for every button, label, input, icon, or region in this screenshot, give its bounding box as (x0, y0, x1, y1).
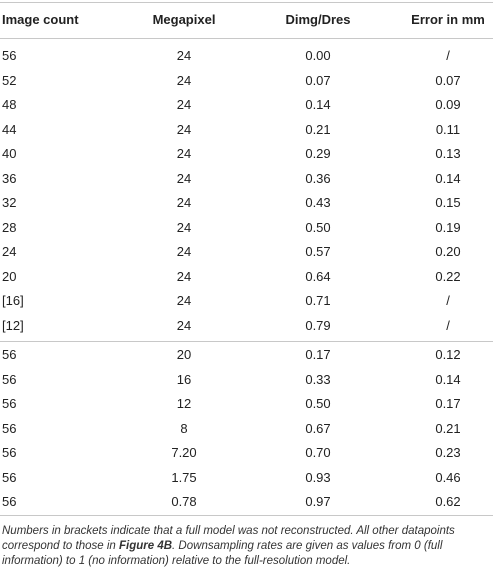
footnote: Numbers in brackets indicate that a full… (2, 524, 492, 569)
table-cell: 0.78 (171, 494, 197, 509)
rule (0, 515, 493, 516)
table-cell: 24 (176, 244, 192, 259)
table-cell: 0.79 (305, 317, 331, 333)
table-cell: 0.64 (305, 268, 331, 284)
footnote-text: . Downsampling rates are given as values… (2, 540, 443, 567)
table-cell: 12 (176, 396, 192, 411)
table-cell: 44 (2, 121, 17, 137)
table-cell: 0.46 (435, 469, 461, 485)
table-cell: 24 (176, 219, 192, 235)
table-cell: 0.14 (435, 170, 461, 186)
table-cell: 56 (2, 494, 17, 509)
table-cell: 0.14 (435, 371, 461, 387)
rule (0, 2, 493, 3)
table-cell: 32 (2, 195, 17, 210)
table-cell: 0.07 (435, 72, 461, 88)
table-cell: 24 (2, 244, 17, 259)
table-cell: 0.71 (305, 293, 331, 308)
table-cell: 0.29 (305, 146, 331, 161)
table-cell: 0.43 (305, 195, 331, 210)
table-cell: 24 (176, 195, 192, 210)
table-cell: 0.13 (435, 146, 461, 161)
table-cell: 8 (180, 420, 188, 436)
table-cell: 0.12 (435, 347, 461, 362)
table-cell: 28 (2, 219, 17, 235)
table-cell: 0.33 (305, 371, 331, 387)
footnote-text: Numbers in brackets indicate that a full… (2, 525, 455, 552)
table-cell: 56 (2, 48, 17, 63)
table-cell: 0.70 (305, 445, 331, 460)
table-cell: 48 (2, 97, 17, 112)
table-cell: 16 (176, 371, 192, 387)
table-cell: 20 (176, 347, 192, 362)
table-cell: 36 (2, 170, 17, 186)
table-cell: 0.17 (305, 347, 331, 362)
footnote-ref: Figure 4B (119, 540, 173, 552)
table-cell: 20 (2, 268, 17, 284)
table-cell: 0.21 (435, 420, 461, 436)
table-cell: 24 (176, 97, 192, 112)
header-cell: Megapixel (152, 12, 216, 27)
table-cell: [12] (2, 317, 24, 333)
table-cell: / (446, 48, 450, 63)
table-cell: 0.57 (305, 244, 331, 259)
table-cell: 52 (2, 72, 17, 88)
table-cell: 0.17 (435, 396, 461, 411)
table-cell: 24 (176, 317, 192, 333)
rule (0, 38, 493, 39)
table-cell: 0.19 (435, 219, 461, 235)
table-cell: 0.00 (305, 48, 331, 63)
table-cell: 0.62 (435, 494, 461, 509)
table-cell: 56 (2, 469, 17, 485)
table-cell: 56 (2, 420, 17, 436)
header-cell: Image count (2, 12, 79, 27)
table-cell: 0.50 (305, 396, 331, 411)
table-cell: 56 (2, 396, 17, 411)
table-cell: 0.50 (305, 219, 331, 235)
table-cell: 24 (176, 146, 192, 161)
table-cell: 0.22 (435, 268, 461, 284)
table-cell: 56 (2, 347, 17, 362)
table-cell: [16] (2, 293, 24, 308)
table-cell: 1.75 (171, 469, 197, 485)
table-cell: 24 (176, 72, 192, 88)
table-cell: 24 (176, 170, 192, 186)
table-cell: 0.23 (435, 445, 461, 460)
table-cell: 24 (176, 268, 192, 284)
table-cell: 0.97 (305, 494, 331, 509)
table-cell: 0.93 (305, 469, 331, 485)
table-cell: 0.15 (435, 195, 461, 210)
table-cell: 0.07 (305, 72, 331, 88)
table-cell: / (446, 317, 450, 333)
table-cell: 0.67 (305, 420, 331, 436)
table-cell: 40 (2, 146, 17, 161)
table-cell: 24 (176, 48, 192, 63)
table-cell: 24 (176, 121, 192, 137)
table-cell: 24 (176, 293, 192, 308)
table-cell: 0.14 (305, 97, 331, 112)
header-cell: Dimg/Dres (285, 12, 351, 27)
table-cell: 0.09 (435, 97, 461, 112)
table-cell: 0.21 (305, 121, 331, 137)
table-cell: 0.20 (435, 244, 461, 259)
header-cell: Error in mm (411, 12, 485, 27)
rule (0, 341, 493, 342)
table-cell: / (446, 293, 450, 308)
table-cell: 7.20 (171, 445, 197, 460)
table-cell: 56 (2, 445, 17, 460)
table-cell: 0.11 (435, 121, 461, 137)
table-cell: 56 (2, 371, 17, 387)
table-cell: 0.36 (305, 170, 331, 186)
